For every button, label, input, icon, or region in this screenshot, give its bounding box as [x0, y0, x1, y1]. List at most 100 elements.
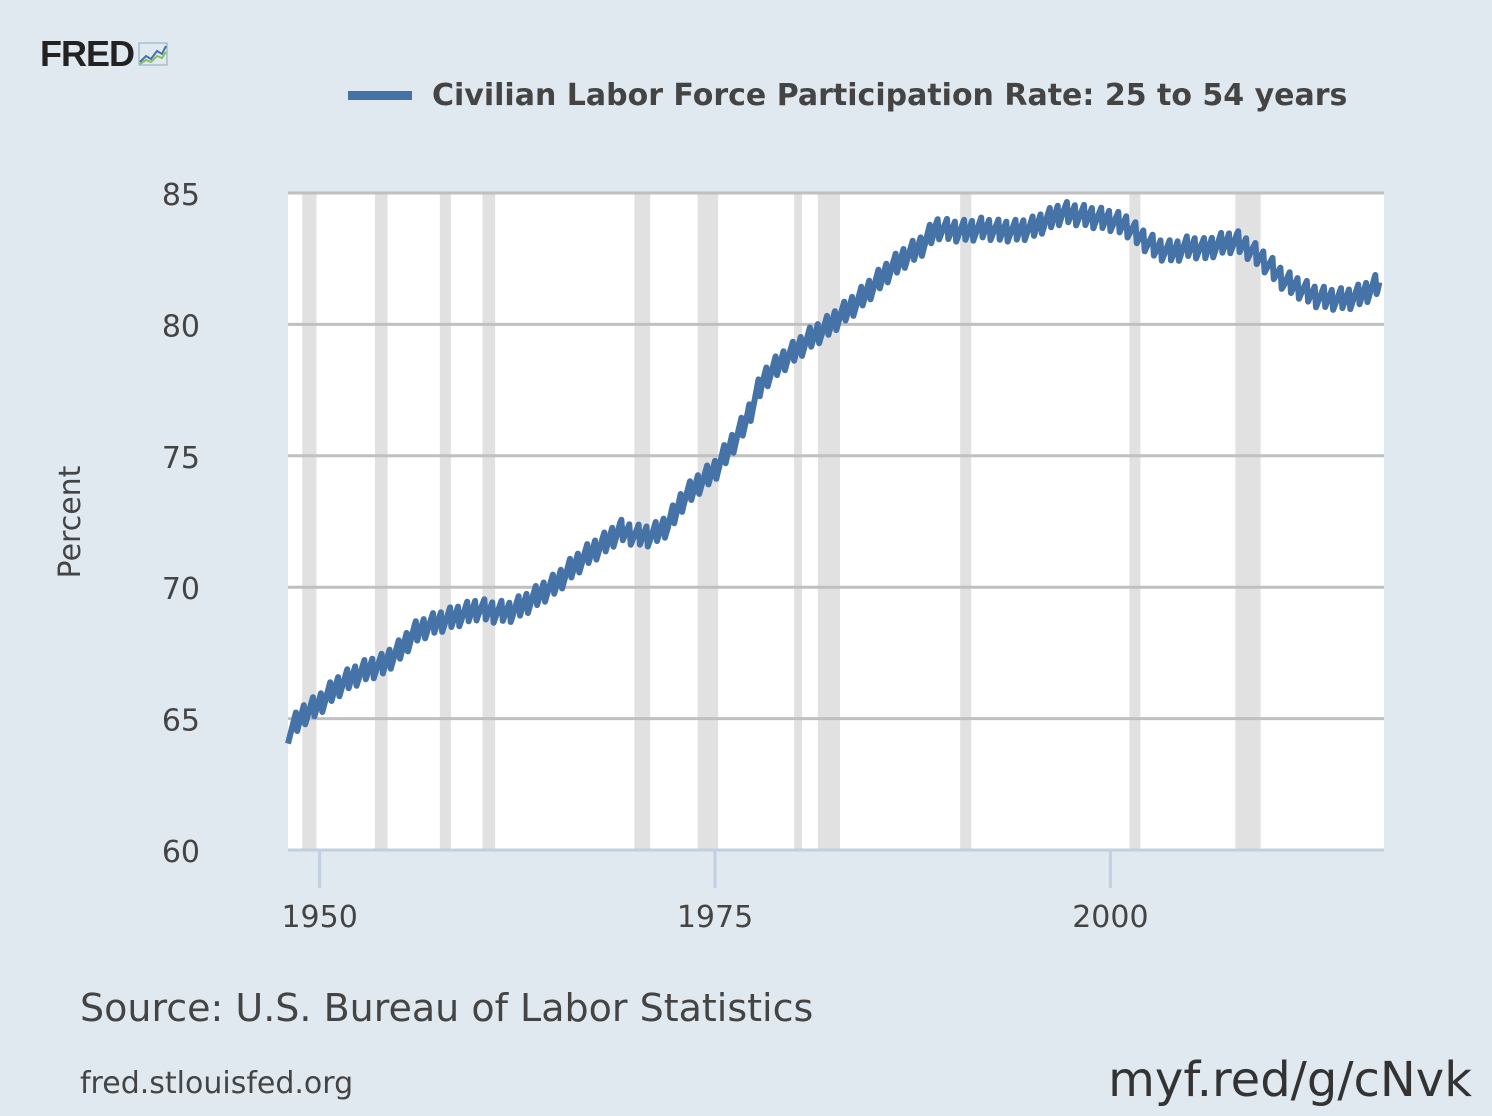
- data-point: [683, 497, 684, 498]
- data-point: [477, 608, 478, 609]
- y-axis-label: Percent: [53, 465, 88, 578]
- y-tick-label: 85: [162, 178, 200, 213]
- data-point: [651, 534, 652, 535]
- recession-band: [634, 193, 651, 850]
- short-link[interactable]: myf.red/g/cNvk: [1108, 1052, 1472, 1108]
- series-line: [285, 199, 1383, 745]
- data-point: [999, 229, 1000, 230]
- data-point: [952, 229, 953, 230]
- data-point: [1300, 287, 1301, 288]
- data-point: [398, 650, 399, 651]
- data-point: [1015, 229, 1016, 230]
- data-point: [556, 581, 557, 582]
- data-point: [1078, 214, 1079, 215]
- data-point: [430, 623, 431, 624]
- data-point: [351, 676, 352, 677]
- data-point: [525, 602, 526, 603]
- legend-swatch: [348, 91, 412, 100]
- recession-band: [302, 193, 317, 850]
- data-point: [841, 313, 842, 314]
- data-point: [1205, 248, 1206, 249]
- y-tick-label: 65: [162, 704, 200, 739]
- data-point: [461, 613, 462, 614]
- data-point: [1031, 227, 1032, 228]
- source-note: Source: U.S. Bureau of Labor Statistics: [80, 986, 814, 1030]
- data-point: [288, 731, 289, 732]
- recession-band: [1235, 193, 1261, 850]
- recession-band: [374, 193, 388, 850]
- data-point: [1252, 250, 1253, 251]
- legend-label: Civilian Labor Force Participation Rate:…: [432, 78, 1348, 113]
- data-point: [715, 468, 716, 469]
- data-point: [778, 363, 779, 364]
- data-point: [1047, 219, 1048, 220]
- data-point: [303, 713, 304, 714]
- data-point: [335, 687, 336, 688]
- data-point: [1284, 279, 1285, 280]
- data-point: [1126, 224, 1127, 225]
- data-point: [667, 524, 668, 525]
- recession-band: [439, 193, 451, 850]
- site-link[interactable]: fred.stlouisfed.org: [80, 1066, 354, 1101]
- data-point: [1110, 219, 1111, 220]
- recession-band: [794, 193, 802, 850]
- data-point: [1363, 292, 1364, 293]
- data-point: [730, 445, 731, 446]
- data-point: [1236, 240, 1237, 241]
- data-point: [1379, 282, 1380, 283]
- data-point: [541, 592, 542, 593]
- recession-band: [482, 193, 496, 850]
- x-tick-label: 1950: [281, 900, 357, 935]
- recession-band: [960, 193, 972, 850]
- recession-band: [817, 193, 840, 850]
- data-point: [873, 284, 874, 285]
- data-point: [1331, 298, 1332, 299]
- data-point: [1173, 250, 1174, 251]
- data-point: [509, 610, 510, 611]
- data-point: [968, 229, 969, 230]
- data-point: [809, 337, 810, 338]
- recession-band: [697, 193, 719, 850]
- data-point: [382, 663, 383, 664]
- data-point: [746, 419, 747, 420]
- data-point: [367, 668, 368, 669]
- data-point: [762, 379, 763, 380]
- data-point: [635, 534, 636, 535]
- x-tick-label: 1975: [677, 900, 753, 935]
- data-point: [620, 529, 621, 530]
- y-tick-label: 75: [162, 441, 200, 476]
- data-point: [888, 269, 889, 270]
- fred-logo[interactable]: FRED: [40, 36, 168, 72]
- data-point: [1221, 242, 1222, 243]
- axes: 60 65 70 75 80 85 1950 1975 2000: [162, 178, 1384, 935]
- fred-logo-text: FRED: [40, 33, 135, 74]
- data-point: [588, 553, 589, 554]
- data-point: [983, 227, 984, 228]
- x-tick-label: 2000: [1072, 900, 1148, 935]
- data-point: [857, 300, 858, 301]
- data-point: [1268, 263, 1269, 264]
- data-point: [572, 566, 573, 567]
- data-point: [936, 227, 937, 228]
- y-tick-label: 60: [162, 835, 200, 870]
- data-point: [604, 542, 605, 543]
- series-layer: [285, 199, 1383, 745]
- data-point: [319, 702, 320, 703]
- recession-band: [1129, 193, 1141, 850]
- data-point: [904, 256, 905, 257]
- data-point: [1157, 248, 1158, 249]
- data-point: [1062, 211, 1063, 212]
- data-point: [1094, 216, 1095, 217]
- data-point: [794, 350, 795, 351]
- chart-line-icon: [138, 42, 168, 70]
- data-point: [1189, 245, 1190, 246]
- data-point: [1347, 298, 1348, 299]
- data-point: [699, 482, 700, 483]
- data-point: [493, 610, 494, 611]
- data-point: [825, 327, 826, 328]
- recession-bands: [302, 193, 1261, 850]
- data-point: [1142, 237, 1143, 238]
- data-point: [414, 631, 415, 632]
- y-tick-label: 80: [162, 309, 200, 344]
